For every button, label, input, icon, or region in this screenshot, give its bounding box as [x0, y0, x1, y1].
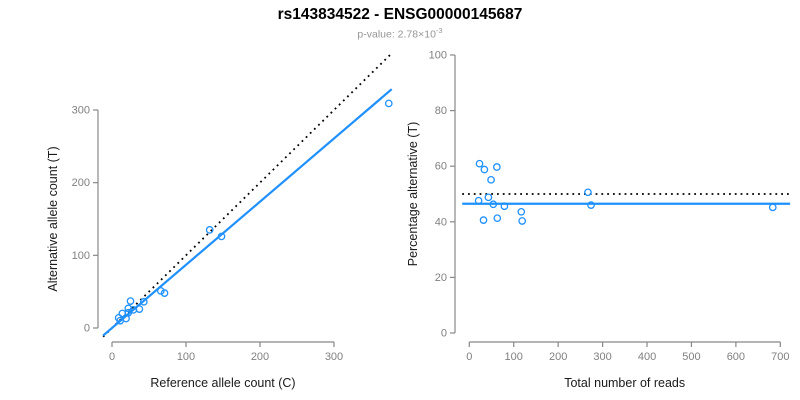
x-tick-label: 0 — [466, 351, 472, 363]
x-axis-title: Reference allele count (C) — [150, 376, 295, 390]
data-point — [160, 289, 169, 297]
data-point — [474, 196, 483, 205]
y-axis-title: Alternative allele count (T) — [46, 146, 60, 291]
data-point — [587, 201, 595, 209]
y-tick-label: 0 — [84, 323, 90, 335]
data-point — [492, 163, 501, 171]
y-tick-label: 100 — [429, 50, 447, 62]
fit-line — [102, 88, 393, 337]
x-tick-label: 200 — [251, 351, 269, 363]
figure-subtitle: p-value: 2.78×10-3 — [0, 26, 800, 41]
data-point — [205, 226, 214, 234]
pvalue-exponent: -3 — [435, 26, 443, 35]
x-tick-label: 100 — [505, 351, 523, 363]
figure-title: rs143834522 - ENSG00000145687 — [277, 6, 523, 23]
data-point — [768, 203, 777, 212]
data-point — [217, 232, 226, 241]
x-tick-label: 700 — [771, 351, 789, 363]
data-point — [135, 305, 144, 313]
x-tick-label: 0 — [109, 351, 115, 363]
x-axis-title: Total number of reads — [564, 376, 685, 390]
pvalue-text: p-value: 2.78×10 — [357, 28, 436, 41]
data-point — [584, 188, 592, 197]
data-point — [518, 217, 527, 225]
data-point — [517, 207, 526, 216]
left-plot: 0 100 200 300 0 100 200 300 Reference allele cou… — [46, 52, 393, 390]
x-tick-label: 300 — [325, 351, 343, 363]
y-tick-label: 40 — [435, 216, 447, 228]
x-tick-label: 100 — [177, 351, 195, 363]
y-tick-label: 100 — [72, 250, 90, 262]
x-tick-label: 200 — [549, 351, 567, 363]
y-tick-label: 200 — [72, 177, 90, 189]
data-point — [487, 175, 495, 184]
data-point — [126, 297, 135, 305]
data-point — [384, 99, 393, 108]
data-point — [500, 202, 509, 211]
data-point — [475, 159, 484, 168]
x-tick-label: 400 — [638, 351, 656, 363]
data-point — [493, 214, 502, 223]
data-point — [484, 193, 493, 202]
x-tick-label: 600 — [727, 351, 745, 363]
y-tick-label: 300 — [72, 104, 90, 116]
identity-line — [102, 52, 393, 338]
data-point — [480, 165, 489, 174]
data-point — [124, 304, 133, 313]
data-point — [122, 314, 130, 323]
y-axis-title: Percentage alternative (T) — [406, 122, 420, 267]
y-tick-label: 0 — [441, 328, 447, 340]
data-point — [489, 200, 498, 209]
data-point — [479, 216, 488, 224]
data-point — [139, 297, 148, 306]
y-tick-label: 20 — [435, 272, 447, 284]
x-tick-label: 300 — [593, 351, 611, 363]
right-plot: 0 20 40 60 80 100 0 100 200 300 400 500 600 700 Total … — [406, 50, 791, 390]
y-tick-label: 80 — [435, 105, 447, 117]
y-tick-label: 60 — [435, 161, 447, 173]
x-tick-label: 500 — [682, 351, 700, 363]
